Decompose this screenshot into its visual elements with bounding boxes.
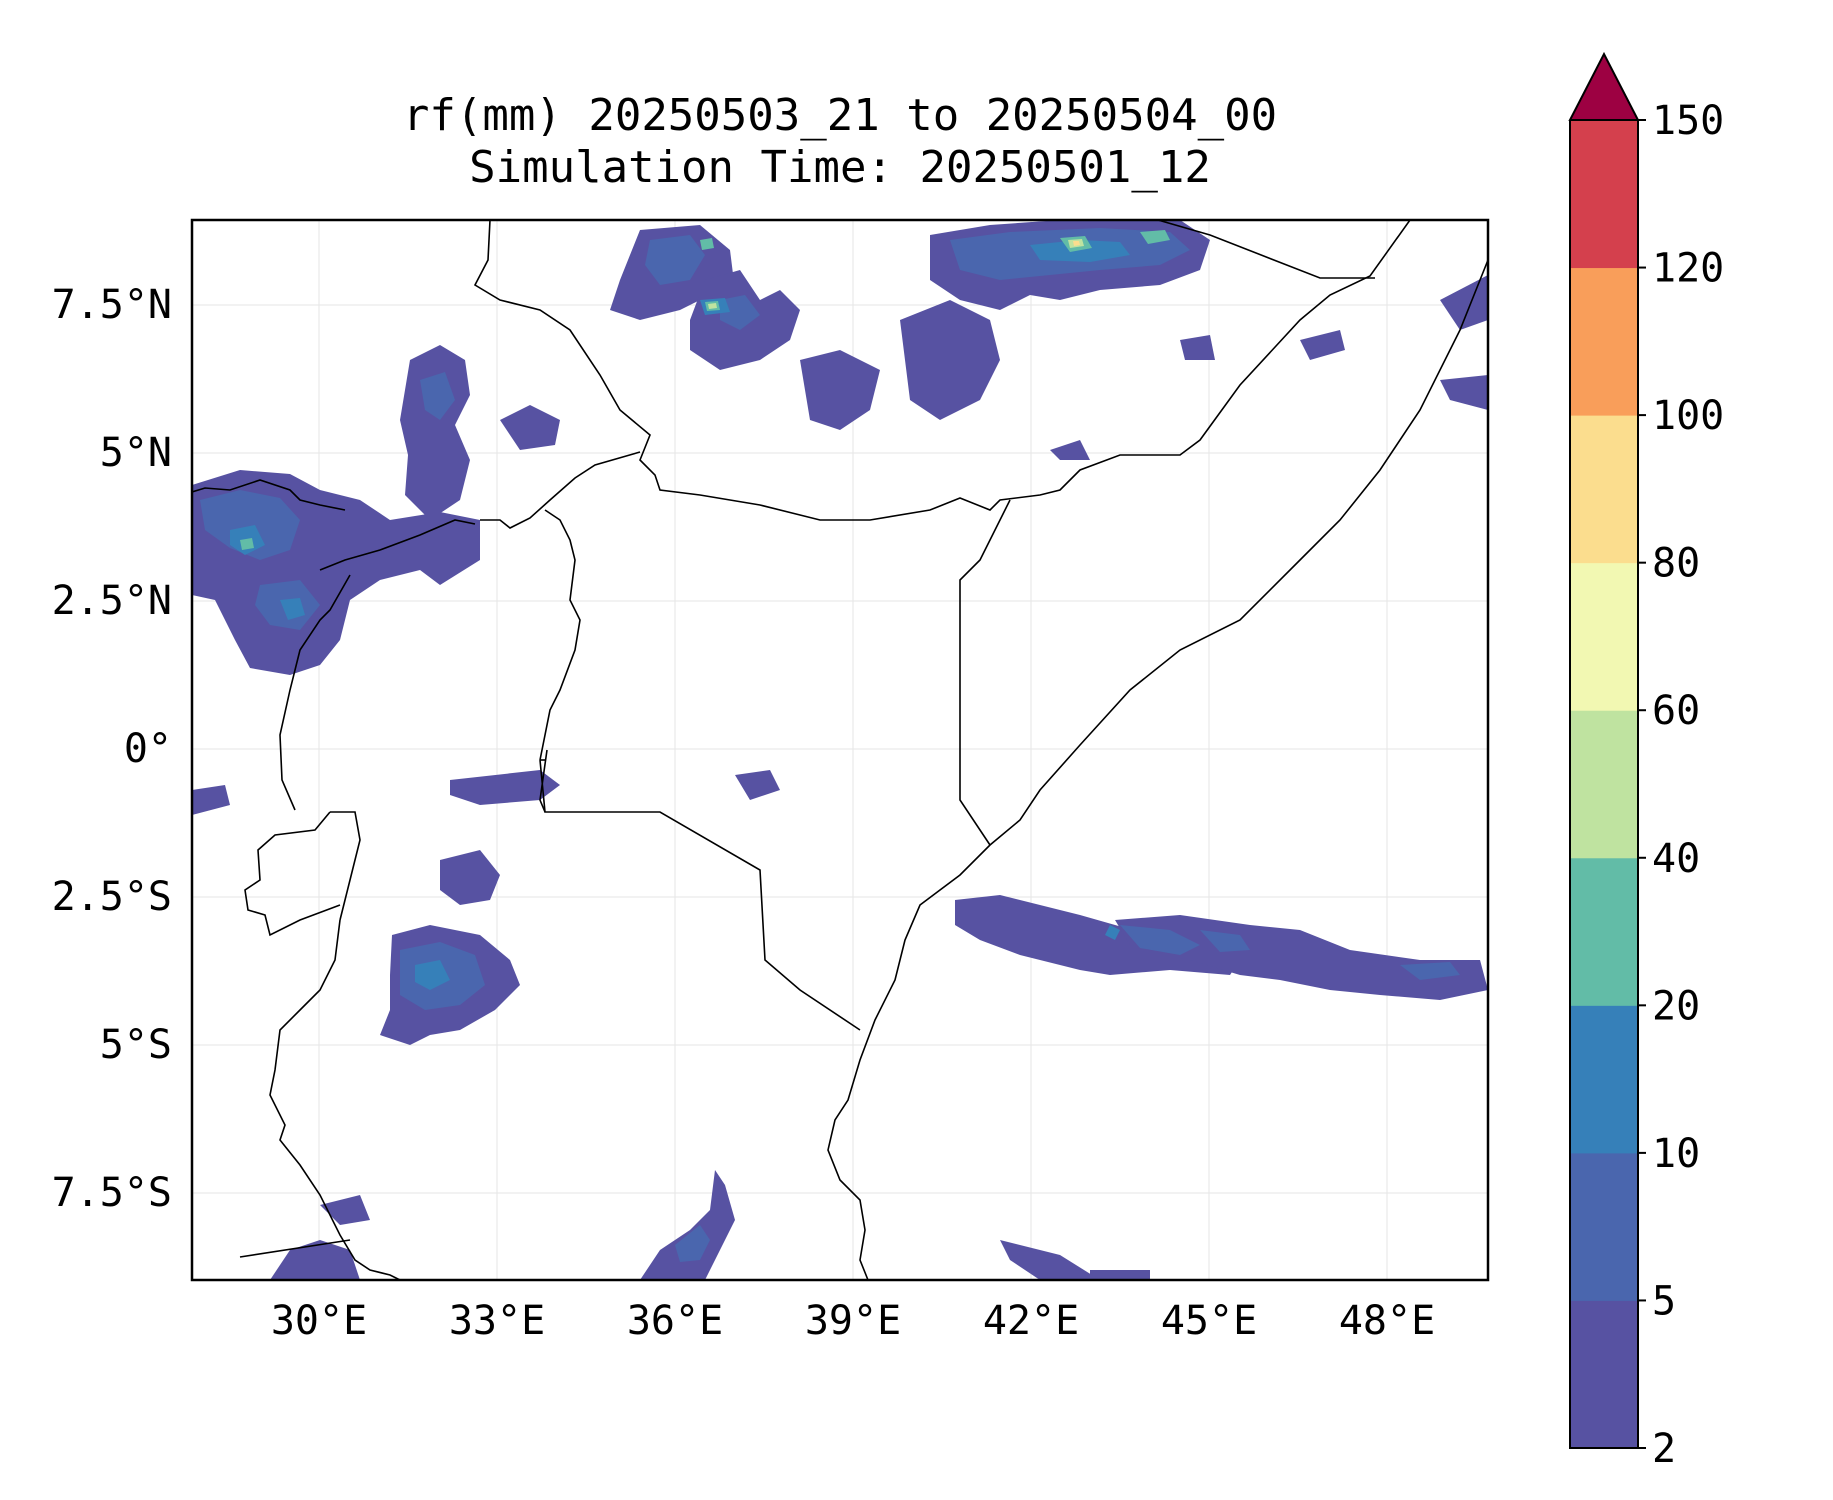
y-tick-label: 7.5°N — [52, 282, 172, 328]
rainfall-layer — [192, 220, 1488, 1280]
y-tick-label: 5°S — [100, 1022, 172, 1068]
colorbar-segment — [1570, 1005, 1638, 1154]
map-frame — [190, 218, 1490, 1282]
colorbar-tick-label: 40 — [1652, 836, 1700, 882]
y-tick-label: 7.5°S — [52, 1170, 172, 1216]
chart-title: rf(mm) 20250503_21 to 20250504_00 Simula… — [192, 90, 1488, 194]
x-tick-label: 42°E — [983, 1298, 1079, 1344]
rainfall-10-20mm — [230, 240, 1130, 990]
colorbar-tick-label: 80 — [1652, 541, 1700, 587]
title-line-2: Simulation Time: 20250501_12 — [469, 142, 1211, 193]
x-tick-label: 48°E — [1339, 1298, 1435, 1344]
x-tick-label: 30°E — [271, 1298, 367, 1344]
colorbar-segment — [1570, 710, 1638, 859]
colorbar-tick-label: 10 — [1652, 1131, 1700, 1177]
x-tick-label: 39°E — [805, 1298, 901, 1344]
x-tick-label: 36°E — [627, 1298, 723, 1344]
country-borders — [192, 220, 1488, 1280]
y-tick-label: 2.5°N — [52, 578, 172, 624]
colorbar-segment — [1570, 267, 1638, 416]
colorbar-tick-label: 120 — [1652, 246, 1724, 292]
y-tick-label: 5°N — [100, 430, 172, 476]
colorbar-tick-label: 150 — [1652, 98, 1724, 144]
colorbar-tick-label: 60 — [1652, 688, 1700, 734]
y-tick-label: 0° — [124, 726, 172, 772]
rainfall-80-100mm — [1073, 241, 1080, 246]
colorbar: 2 5 10 20 40 60 80 100 120 150 — [1568, 51, 1724, 1472]
colorbar-segment — [1570, 1300, 1638, 1449]
colorbar-segment — [1570, 415, 1638, 564]
y-axis: 7.5°N 5°N 2.5°N 0° 2.5°S 5°S 7.5°S — [52, 282, 172, 1216]
colorbar-frame — [1569, 120, 1639, 1449]
y-tick-label: 2.5°S — [52, 874, 172, 920]
colorbar-segment — [1570, 1152, 1638, 1301]
colorbar-extend-arrow — [1568, 51, 1640, 121]
colorbar-tick-label: 100 — [1652, 393, 1724, 439]
x-tick-label: 45°E — [1161, 1298, 1257, 1344]
colorbar-segment — [1570, 120, 1638, 269]
gridlines — [192, 220, 1488, 1280]
title-line-1: rf(mm) 20250503_21 to 20250504_00 — [402, 90, 1278, 141]
rainfall-2-5mm — [192, 220, 1488, 1280]
x-axis: 30°E 33°E 36°E 39°E 42°E 45°E 48°E — [271, 1298, 1435, 1344]
colorbar-segment — [1570, 857, 1638, 1006]
x-tick-label: 33°E — [449, 1298, 545, 1344]
colorbar-tick-label: 2 — [1652, 1426, 1676, 1472]
colorbar-tick-label: 20 — [1652, 983, 1700, 1029]
colorbar-tick-label: 5 — [1652, 1278, 1676, 1324]
colorbar-segment — [1570, 562, 1638, 711]
